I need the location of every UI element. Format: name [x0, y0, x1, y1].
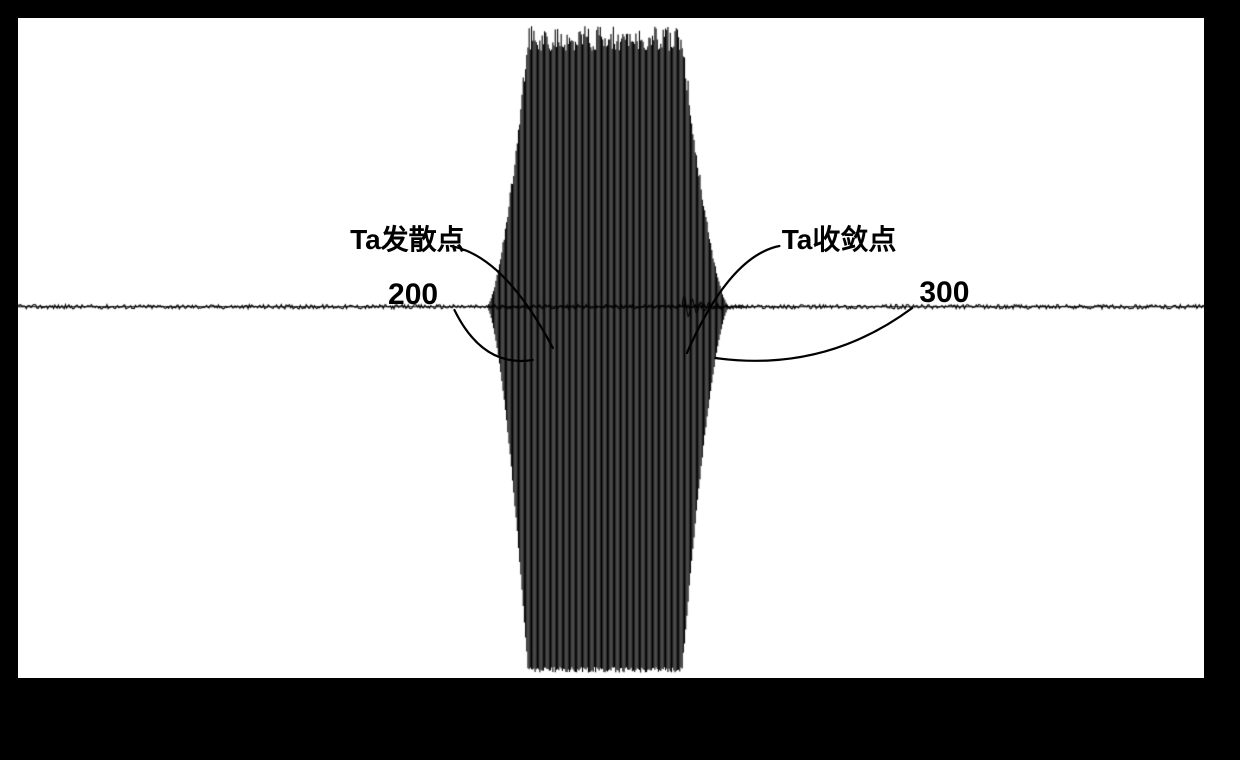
signal-waveform	[18, 18, 1204, 678]
annotation-left-number: 200	[388, 278, 438, 312]
figure-frame: Ta发散点 200 Ta收敛点 300	[0, 0, 1240, 760]
annotation-left-title: Ta发散点	[350, 218, 465, 258]
annotation-right-title: Ta收敛点	[782, 218, 897, 258]
annotation-right-number: 300	[919, 276, 969, 310]
plot-area: Ta发散点 200 Ta收敛点 300	[18, 18, 1204, 678]
